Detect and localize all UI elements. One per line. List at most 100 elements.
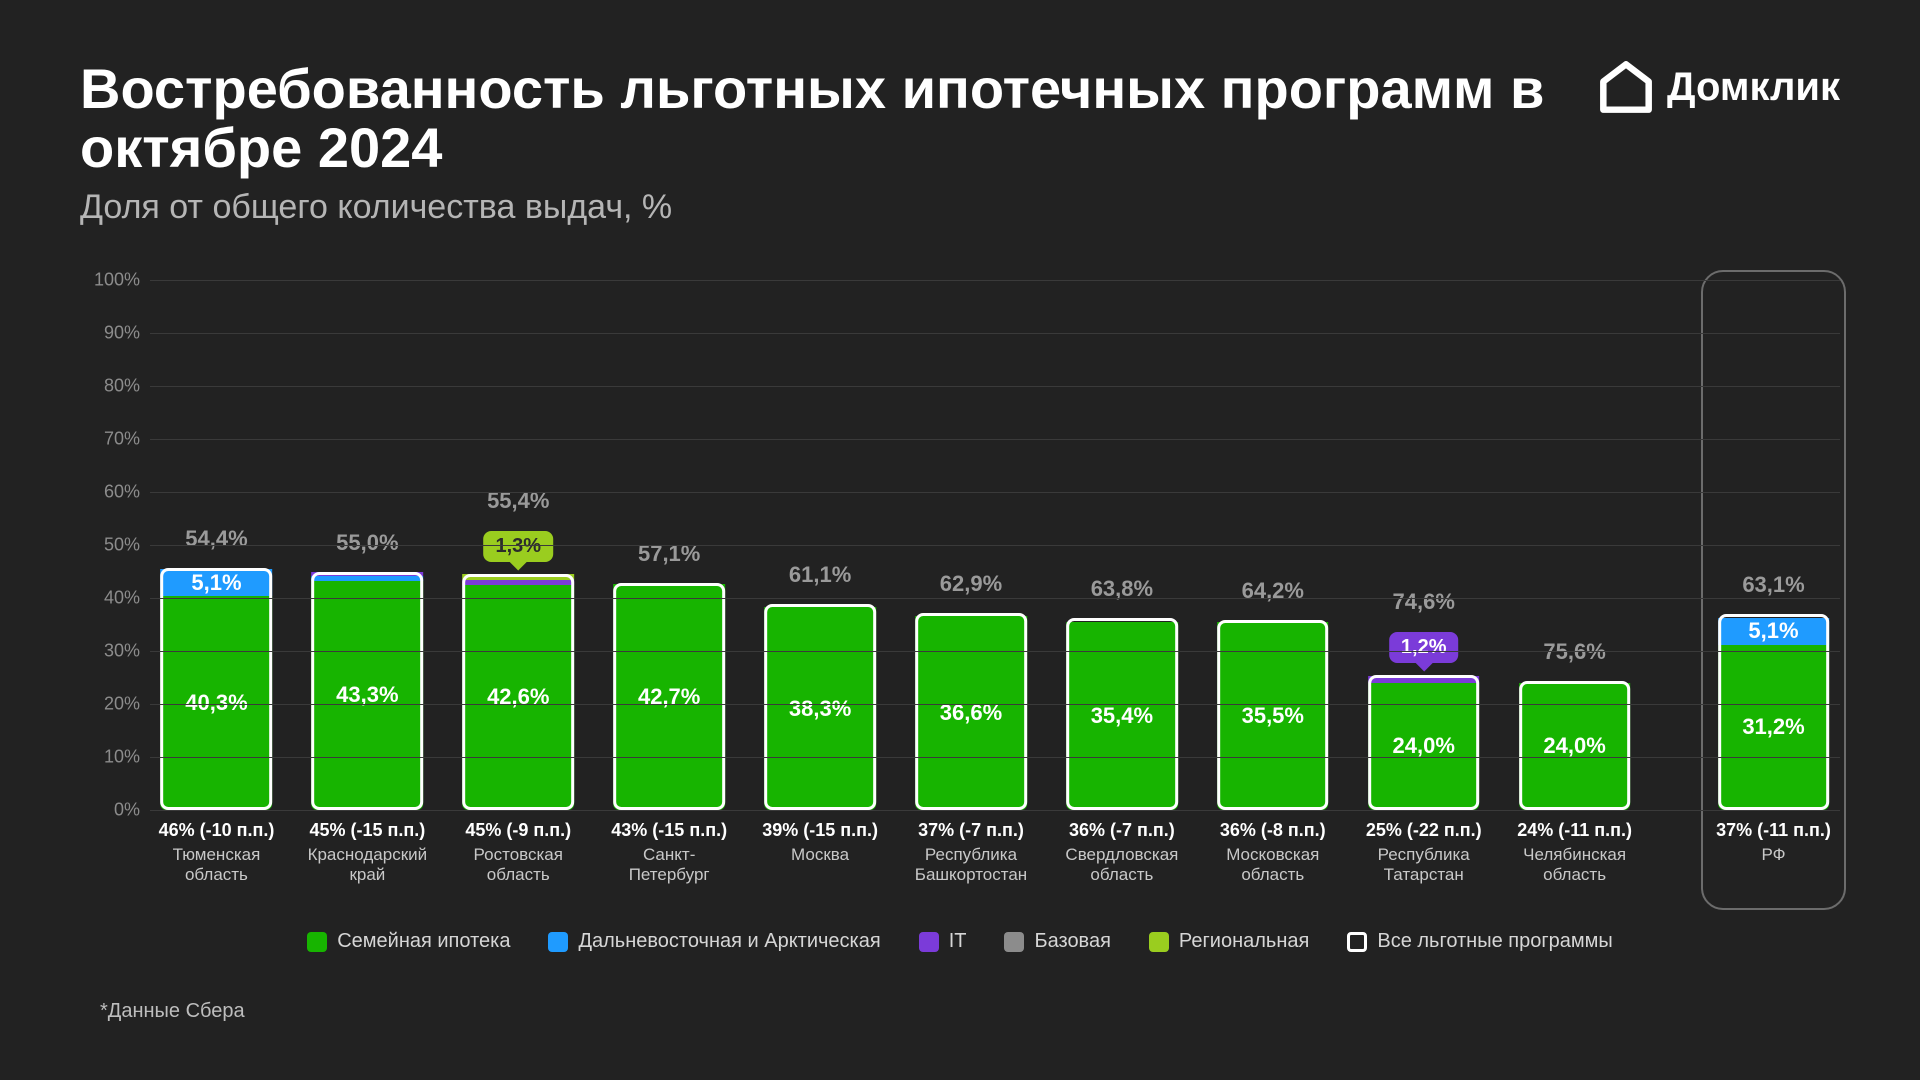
remaining-pct-label: 55,0% [301, 530, 434, 556]
callout-label: 1,3% [483, 531, 553, 562]
segment-value-label: 5,1% [1718, 618, 1830, 644]
remaining-pct-label: 61,1% [754, 562, 887, 588]
callout-label: 1,2% [1389, 632, 1459, 663]
grid-line [150, 598, 1840, 599]
x-label: 37% (-7 п.п.) РеспубликаБашкортостан [905, 820, 1038, 884]
bar-segment: 31,2% [1718, 645, 1830, 810]
category-total-label: 36% (-8 п.п.) [1206, 820, 1339, 841]
stacked-bar: 43,3% [312, 572, 424, 811]
page-title: Востребованность льготных ипотечных прог… [80, 60, 1580, 178]
legend-swatch [307, 932, 327, 952]
chart: 54,4%40,3%5,1%55,0%43,3%55,4%42,6%1,3%57… [80, 280, 1840, 900]
category-name: Санкт-Петербург [603, 845, 736, 884]
x-label: 37% (-11 п.п.)РФ [1707, 820, 1840, 884]
stacked-bar: 24,0% [1519, 681, 1631, 810]
footnote: *Данные Сбера [100, 1000, 245, 1023]
legend-label: Дальневосточная и Арктическая [578, 930, 880, 953]
segment-value-label: 42,6% [462, 684, 574, 710]
legend-item: IT [919, 930, 967, 953]
grid-line [150, 386, 1840, 387]
x-label: 36% (-8 п.п.) Московскаяобласть [1206, 820, 1339, 884]
y-tick-label: 90% [80, 323, 140, 344]
y-tick-label: 30% [80, 641, 140, 662]
grid-line [150, 492, 1840, 493]
stacked-bar: 24,0% [1368, 675, 1480, 810]
grid-line [150, 810, 1840, 811]
category-total-label: 46% (-10 п.п.) [150, 820, 283, 841]
category-total-label: 45% (-15 п.п.) [301, 820, 434, 841]
bar-segment: 24,0% [1519, 683, 1631, 810]
x-label: 45% (-9 п.п.) Ростовскаяобласть [452, 820, 585, 884]
brand-logo-icon [1599, 60, 1653, 114]
stacked-bar: 42,7% [613, 583, 725, 810]
category-total-label: 45% (-9 п.п.) [452, 820, 585, 841]
y-tick-label: 80% [80, 376, 140, 397]
segment-value-label: 35,4% [1066, 703, 1178, 729]
grid-line [150, 439, 1840, 440]
segment-value-label: 24,0% [1519, 733, 1631, 759]
grid-line [150, 704, 1840, 705]
grid-line [150, 757, 1840, 758]
title-block: Востребованность льготных ипотечных прог… [80, 60, 1580, 227]
category-name: РФ [1707, 845, 1840, 865]
y-tick-label: 70% [80, 429, 140, 450]
grid-line [150, 651, 1840, 652]
legend-swatch [1004, 932, 1024, 952]
y-tick-label: 0% [80, 800, 140, 821]
stacked-bar: 31,2% 5,1% [1718, 614, 1830, 810]
x-label: 43% (-15 п.п.)Санкт-Петербург [603, 820, 736, 884]
category-name: Москва [754, 845, 887, 865]
legend-label: Региональная [1179, 930, 1309, 953]
segment-value-label: 38,3% [764, 696, 876, 722]
bar-segment [462, 574, 574, 581]
x-label: 45% (-15 п.п.)Краснодарскийкрай [301, 820, 434, 884]
bar-segment: 36,6% [915, 616, 1027, 810]
bar-segment [1368, 676, 1480, 682]
bar-segment [462, 580, 574, 584]
segment-value-label: 31,2% [1718, 714, 1830, 740]
brand: Домклик [1599, 60, 1840, 114]
legend: Семейная ипотека Дальневосточная и Арктич… [80, 930, 1840, 953]
remaining-pct-label: 62,9% [905, 571, 1038, 597]
legend-swatch [548, 932, 568, 952]
legend-item: Региональная [1149, 930, 1309, 953]
stacked-bar: 40,3%5,1% [161, 568, 273, 810]
bar-segment: 42,7% [613, 584, 725, 810]
stacked-bar: 35,4% [1066, 618, 1178, 810]
stacked-bar: 36,6% [915, 613, 1027, 810]
brand-name: Домклик [1667, 65, 1840, 110]
legend-swatch [1347, 932, 1367, 952]
bar-segment [312, 572, 424, 576]
category-name: Челябинскаяобласть [1508, 845, 1641, 884]
category-total-label: 37% (-7 п.п.) [905, 820, 1038, 841]
y-tick-label: 20% [80, 694, 140, 715]
segment-value-label: 24,0% [1368, 733, 1480, 759]
x-label: 24% (-11 п.п.) Челябинскаяобласть [1508, 820, 1641, 884]
legend-swatch [1149, 932, 1169, 952]
segment-value-label: 5,1% [161, 570, 273, 596]
category-name: Свердловскаяобласть [1055, 845, 1188, 884]
legend-label: Семейная ипотека [337, 930, 510, 953]
category-total-label: 36% (-7 п.п.) [1055, 820, 1188, 841]
stacked-bar: 38,3% [764, 604, 876, 810]
y-tick-label: 40% [80, 588, 140, 609]
y-tick-label: 100% [80, 270, 140, 291]
legend-item: Семейная ипотека [307, 930, 510, 953]
category-name: РеспубликаБашкортостан [905, 845, 1038, 884]
category-total-label: 25% (-22 п.п.) [1357, 820, 1490, 841]
category-total-label: 24% (-11 п.п.) [1508, 820, 1641, 841]
x-label: 25% (-22 п.п.) РеспубликаТатарстан [1357, 820, 1490, 884]
legend-item: Все льготные программы [1347, 930, 1612, 953]
y-tick-label: 50% [80, 535, 140, 556]
category-total-label: 39% (-15 п.п.) [754, 820, 887, 841]
category-name: РеспубликаТатарстан [1357, 845, 1490, 884]
bar-segment: 38,3% [764, 607, 876, 810]
category-name: Московскаяобласть [1206, 845, 1339, 884]
bar-segment: 5,1% [1718, 618, 1830, 645]
legend-item: Базовая [1004, 930, 1110, 953]
remaining-pct-label: 64,2% [1206, 578, 1339, 604]
legend-label: IT [949, 930, 967, 953]
category-name: Ростовскаяобласть [452, 845, 585, 884]
stacked-bar: 35,5% [1217, 620, 1329, 810]
category-name: Тюменскаяобласть [150, 845, 283, 884]
